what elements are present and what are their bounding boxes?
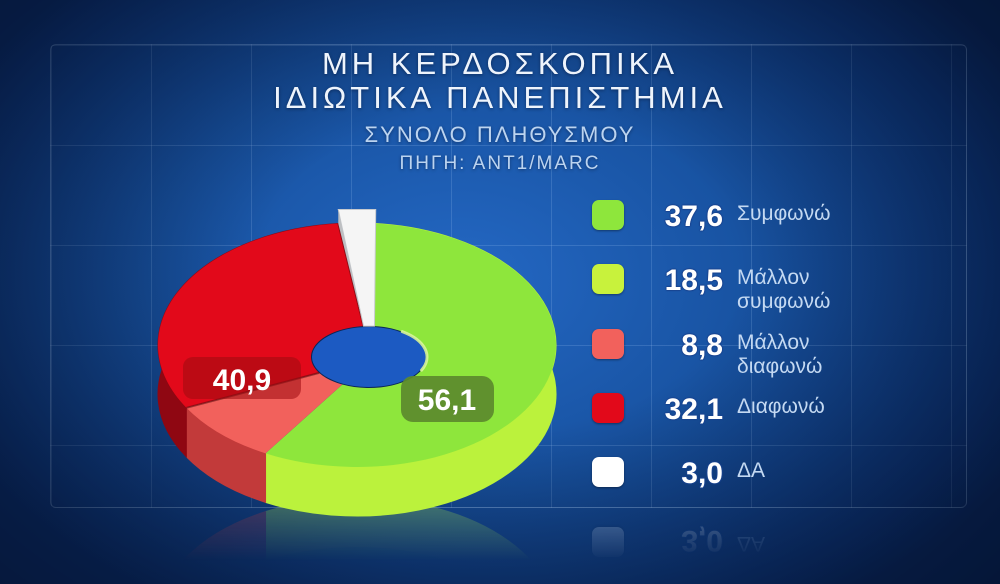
svg-text:40,9: 40,9 (213, 364, 271, 397)
svg-text:56,1: 56,1 (418, 384, 476, 417)
